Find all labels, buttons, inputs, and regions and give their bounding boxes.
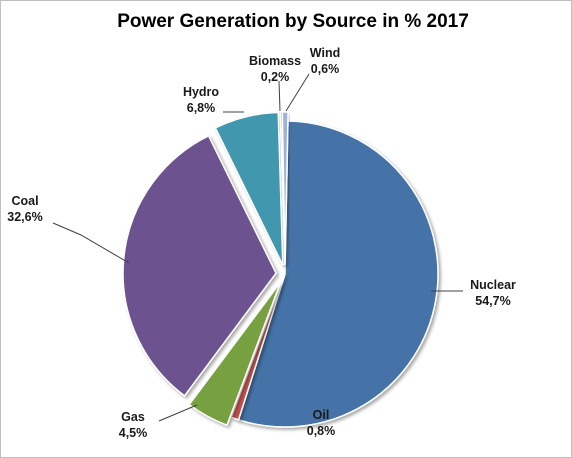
slice-name-wind: Wind	[310, 46, 340, 60]
slice-value-wind: 0,6%	[311, 62, 340, 76]
pie-slice-coal	[122, 134, 277, 397]
slice-name-biomass: Biomass	[249, 54, 301, 68]
slice-name-hydro: Hydro	[183, 85, 219, 99]
chart-title: Power Generation by Source in % 2017	[117, 11, 469, 32]
slice-name-coal: Coal	[11, 194, 38, 208]
pie-slice-hydro	[214, 111, 284, 266]
pie-slice-nuclear	[237, 120, 439, 428]
leader-line-wind	[285, 73, 310, 112]
leader-line-coal	[52, 222, 130, 264]
slice-value-oil: 0,8%	[307, 424, 336, 438]
slice-name-oil: Oil	[313, 408, 330, 422]
slice-value-biomass: 0,2%	[261, 70, 290, 84]
leader-line-biomass	[278, 80, 281, 112]
pie-slices	[122, 111, 439, 428]
slice-value-nuclear: 54,7%	[475, 294, 510, 308]
pie-slice-wind	[281, 111, 289, 266]
slice-value-coal: 32,6%	[7, 210, 42, 224]
slice-name-gas: Gas	[121, 410, 145, 424]
pie-slice-oil	[230, 273, 286, 421]
slice-value-hydro: 6,8%	[187, 101, 216, 115]
leader-line-gas	[158, 404, 198, 422]
slice-value-gas: 4,5%	[119, 426, 148, 440]
pie-slice-gas	[188, 281, 282, 427]
slice-labels: Nuclear 54,7% Oil 0,8% Gas 4,5% Coal 32,6% Hydro…	[7, 46, 516, 440]
leader-lines	[52, 73, 463, 422]
slice-name-nuclear: Nuclear	[470, 278, 516, 292]
